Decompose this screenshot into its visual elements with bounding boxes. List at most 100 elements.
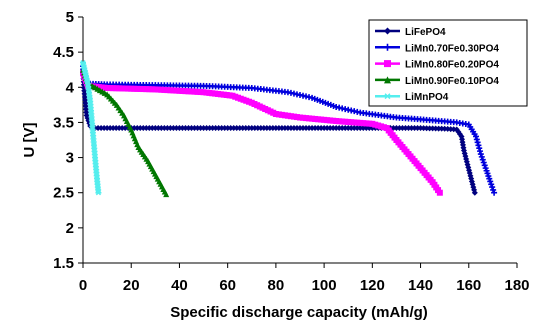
legend-label: LiMn0.90Fe0.10PO4: [405, 76, 499, 87]
data-point: [384, 93, 391, 100]
data-point: [149, 125, 156, 132]
data-point: [170, 125, 177, 132]
legend-item: LiMnPO4: [375, 92, 449, 103]
data-point: [345, 118, 352, 125]
data-point: [327, 125, 334, 132]
data-point: [363, 120, 370, 127]
data-point: [203, 125, 210, 132]
data-point: [179, 87, 186, 94]
data-point: [245, 125, 252, 132]
y-tick-label: 5: [66, 9, 74, 26]
data-point: [300, 125, 307, 132]
data-point: [297, 125, 303, 132]
data-point: [275, 111, 282, 118]
data-point: [242, 125, 249, 132]
data-point: [176, 87, 183, 94]
data-point: [146, 86, 153, 93]
data-point: [275, 125, 282, 132]
data-point: [188, 125, 195, 132]
data-point: [206, 125, 213, 132]
data-point: [143, 86, 150, 93]
data-point: [384, 60, 391, 68]
data-point: [161, 125, 168, 132]
data-point: [339, 118, 346, 125]
data-point: [173, 125, 180, 132]
x-tick-label: 120: [360, 277, 385, 294]
data-point: [475, 142, 482, 149]
data-point: [474, 139, 481, 146]
x-tick-label: 20: [123, 277, 140, 294]
data-point: [149, 86, 156, 93]
data-point: [293, 125, 300, 132]
data-point: [158, 125, 165, 132]
legend: LiFePO4 LiMn0.70Fe0.30PO4 LiMn0.80Fe0.20PO…: [368, 19, 528, 107]
data-point: [348, 125, 355, 132]
data-point: [173, 87, 180, 94]
data-point: [348, 119, 355, 126]
data-point: [281, 112, 288, 119]
data-point: [116, 125, 123, 132]
data-point: [330, 125, 337, 132]
data-point: [137, 125, 144, 132]
data-point: [119, 85, 126, 92]
data-point: [182, 88, 189, 95]
data-point: [104, 125, 111, 132]
tick-group: 1.5 2 2.5 3 3.5 4 4.5 5 0 20 40 60 80 100 120 140 160 180: [53, 9, 529, 294]
data-point: [227, 125, 234, 132]
data-point: [110, 125, 117, 132]
data-point: [257, 125, 264, 132]
data-point: [224, 125, 231, 132]
data-point: [354, 125, 361, 132]
data-point: [260, 125, 267, 132]
data-point: [357, 119, 364, 126]
data-point: [191, 88, 198, 95]
data-point: [167, 87, 174, 94]
data-point: [290, 113, 297, 120]
data-point: [486, 175, 493, 182]
y-tick-label: 2.5: [53, 185, 74, 202]
data-point: [345, 125, 352, 132]
data-point: [185, 125, 192, 132]
data-point: [164, 87, 171, 94]
data-point: [197, 125, 204, 132]
data-point: [306, 115, 313, 122]
legend-item: LiMn0.70Fe0.30PO4: [375, 43, 499, 54]
x-tick-label: 40: [171, 277, 188, 294]
data-point: [128, 85, 135, 92]
data-point: [491, 189, 498, 196]
data-point: [473, 133, 480, 140]
data-point: [480, 159, 487, 166]
data-point: [390, 125, 397, 132]
data-point: [251, 125, 258, 132]
data-point: [161, 86, 168, 93]
data-point: [330, 117, 337, 124]
data-point: [318, 125, 325, 132]
data-point: [333, 118, 340, 125]
data-point: [176, 125, 183, 132]
data-point: [218, 125, 225, 132]
data-point: [290, 125, 297, 132]
data-point: [134, 85, 141, 92]
data-point: [131, 85, 138, 92]
data-point: [360, 120, 367, 127]
data-point: [230, 125, 237, 132]
data-point: [478, 153, 485, 160]
data-point: [95, 190, 102, 196]
data-point: [134, 125, 141, 132]
data-point: [116, 85, 123, 92]
data-point: [185, 88, 192, 95]
data-point: [342, 118, 349, 125]
y-tick-label: 4: [66, 79, 75, 96]
data-point: [384, 76, 391, 84]
data-point: [284, 112, 291, 119]
data-point: [396, 125, 403, 132]
data-point: [179, 125, 186, 132]
data-point: [477, 148, 484, 155]
x-tick-label: 160: [456, 277, 481, 294]
data-point: [315, 116, 322, 123]
data-point: [146, 125, 153, 132]
data-point: [107, 85, 114, 92]
data-point: [312, 115, 319, 122]
data-point: [405, 125, 412, 132]
data-point: [321, 125, 328, 132]
